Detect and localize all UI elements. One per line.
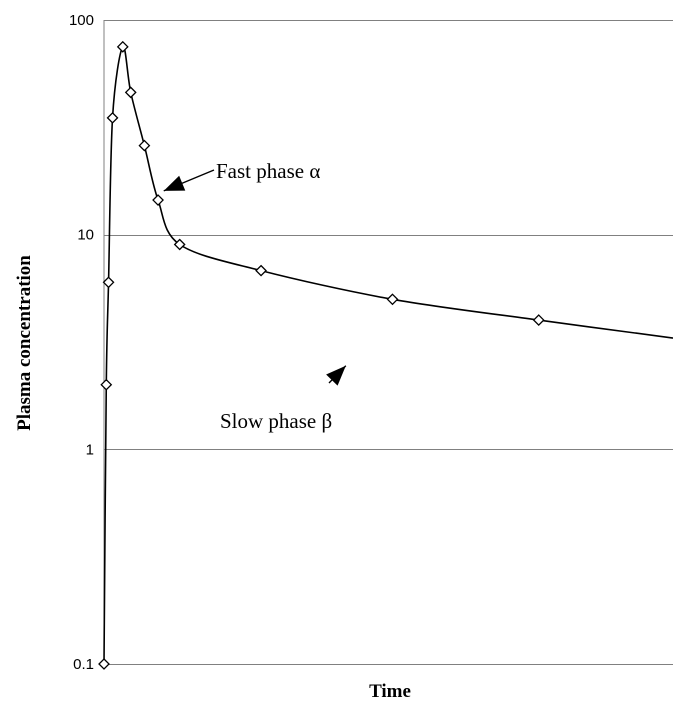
data-point (124, 86, 137, 99)
fast-phase-arrow-head (163, 175, 186, 191)
gridlines (104, 20, 673, 450)
axes (103, 20, 673, 665)
data-point (98, 658, 110, 670)
data-point (173, 238, 186, 251)
y-tick-labels: 0.1 1 10 100 (69, 12, 94, 673)
y-tick-label-100: 100 (69, 12, 94, 29)
concentration-series (103, 46, 673, 665)
y-tick-label-1: 1 (86, 441, 94, 458)
data-point (116, 40, 129, 53)
data-point (138, 139, 151, 152)
data-point (386, 293, 399, 306)
data-point (100, 378, 113, 391)
data-point (106, 111, 119, 124)
y-tick-label-10: 10 (77, 227, 94, 244)
annotations: Fast phase α Slow phase β (163, 159, 347, 433)
x-axis-title: Time (369, 681, 411, 702)
data-point-markers (98, 40, 545, 670)
y-axis-title: Plasma concentration (14, 255, 35, 431)
data-point (255, 264, 267, 277)
concentration-curve (103, 46, 673, 665)
data-point (532, 314, 545, 327)
slow-phase-arrow-head (326, 365, 346, 386)
fast-phase-label: Fast phase α (216, 159, 320, 183)
data-point (102, 276, 115, 289)
data-point (152, 194, 164, 206)
slow-phase-label: Slow phase β (220, 409, 332, 433)
y-tick-label-0.1: 0.1 (73, 656, 94, 673)
